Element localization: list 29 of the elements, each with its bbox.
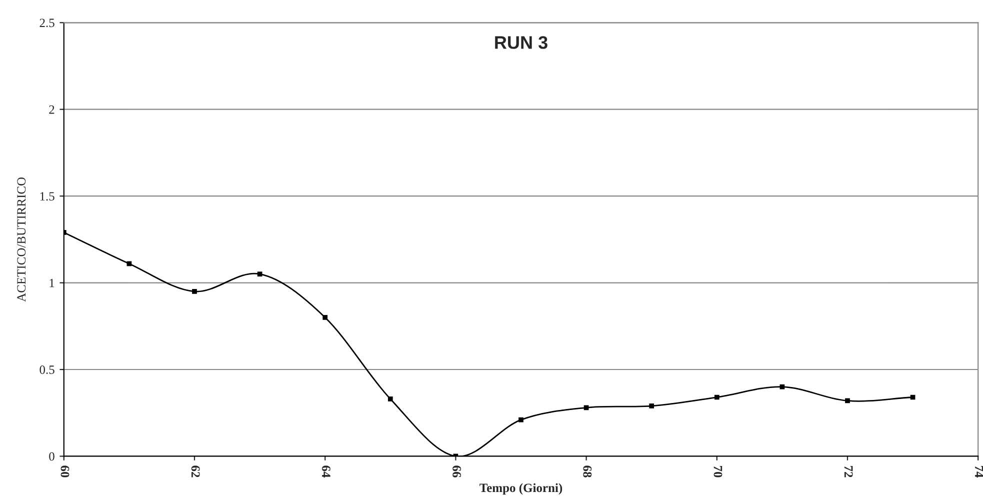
- y-axis-title: ACETICO/BUTIRRICO: [17, 177, 26, 302]
- y-tick-label: 1: [50, 278, 54, 288]
- point: [584, 405, 589, 410]
- point: [192, 289, 197, 294]
- x-tick-label: 68: [583, 466, 592, 478]
- point: [322, 315, 328, 320]
- y-tick-label: 2.5: [40, 18, 54, 28]
- y-tick-label: 0.5: [40, 366, 54, 374]
- x-tick-label: 66: [452, 466, 461, 478]
- point: [257, 272, 262, 277]
- x-tick-label: 64: [322, 466, 330, 478]
- y-tick-label: 1.5: [40, 192, 54, 201]
- point: [388, 396, 393, 402]
- point: [910, 394, 916, 400]
- point: [649, 403, 654, 408]
- point: [518, 417, 524, 422]
- y-tick-label: 0: [49, 452, 54, 461]
- point: [714, 394, 720, 400]
- point: [845, 398, 850, 404]
- point: [126, 261, 132, 266]
- x-tick-label: 62: [191, 466, 200, 478]
- x-tick-label: 70: [714, 466, 722, 478]
- x-tick-label: 72: [844, 466, 853, 478]
- text: RUN 3: [495, 36, 548, 49]
- y-tick-label: 2: [49, 105, 54, 114]
- x-tick-label: 74: [975, 466, 983, 478]
- x-axis-title: Tempo (Giorni): [480, 483, 562, 495]
- point: [780, 384, 785, 390]
- x-tick-label: 60: [60, 466, 70, 478]
